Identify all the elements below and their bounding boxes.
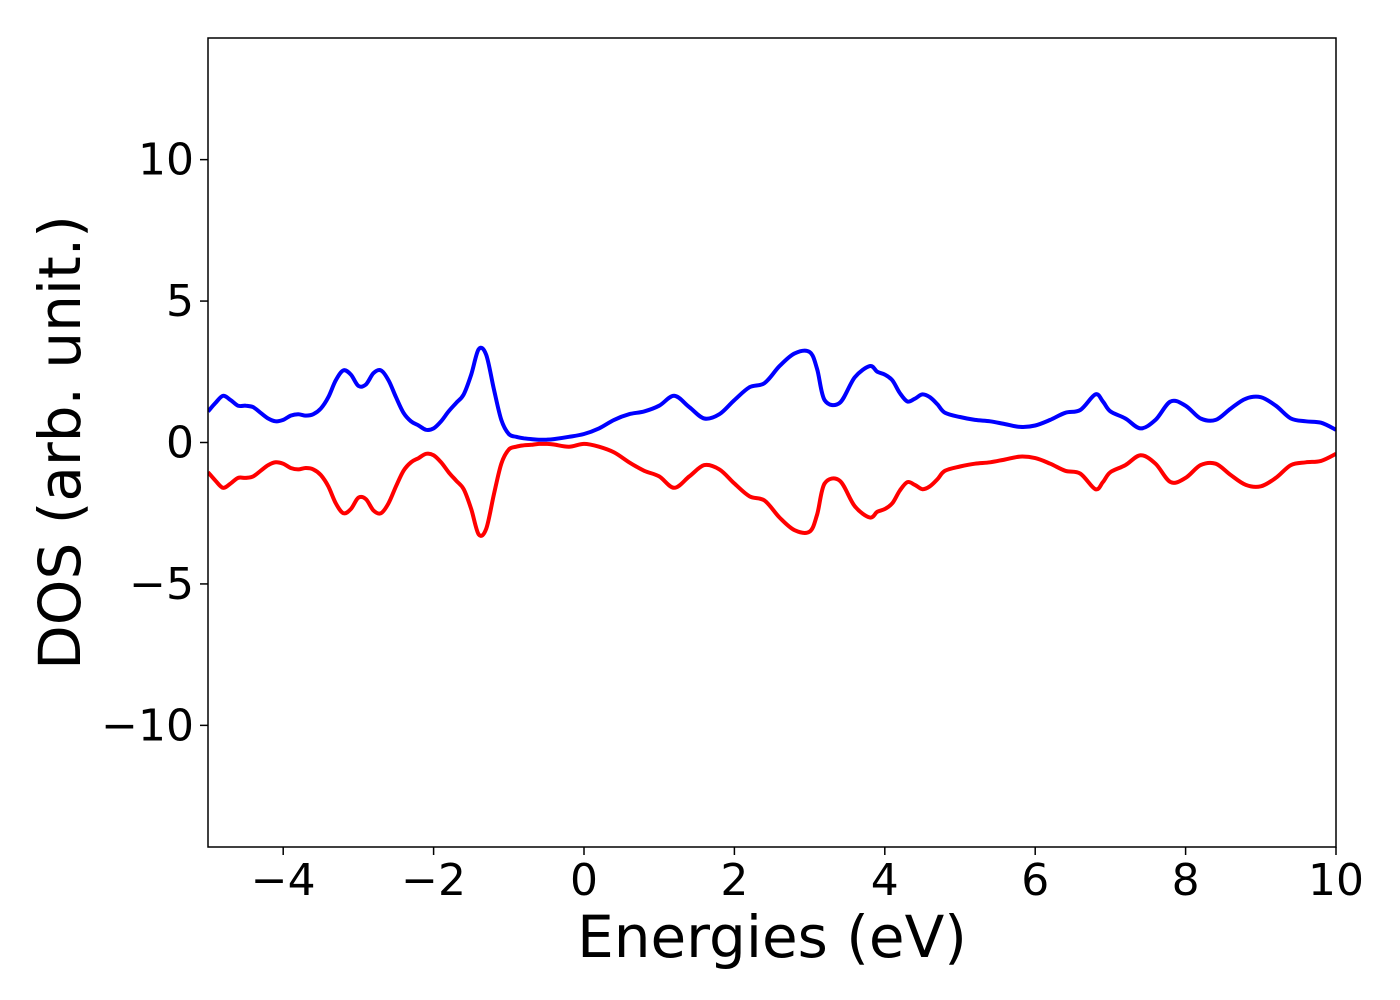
- dos-series-line-2: [208, 441, 1336, 538]
- y-tick-label: 10: [138, 135, 194, 186]
- x-tick-label: 4: [871, 855, 899, 906]
- x-tick-label: 0: [570, 855, 598, 906]
- x-tick-label: 6: [1021, 855, 1049, 906]
- x-axis-title: Energies (eV): [577, 903, 967, 971]
- y-axis-title: DOS (arb. unit.): [26, 215, 94, 670]
- y-tick-label: −5: [129, 559, 194, 610]
- y-tick-label: −10: [101, 700, 194, 751]
- plot-frame: [207, 37, 1337, 848]
- y-tick-label: 0: [166, 418, 194, 469]
- x-tick-label: 10: [1308, 855, 1364, 906]
- x-tick-label: 8: [1172, 855, 1200, 906]
- x-tick-label: −4: [251, 855, 316, 906]
- dos-series-line-1: [208, 345, 1336, 442]
- x-tick-label: −2: [401, 855, 466, 906]
- axis-ticks: −4 −2 0 2 4 6 8 10 −10 −5 0 5 10: [101, 135, 1364, 906]
- x-tick-label: 2: [720, 855, 748, 906]
- y-tick-label: 5: [166, 276, 194, 327]
- plot-area: [208, 345, 1336, 538]
